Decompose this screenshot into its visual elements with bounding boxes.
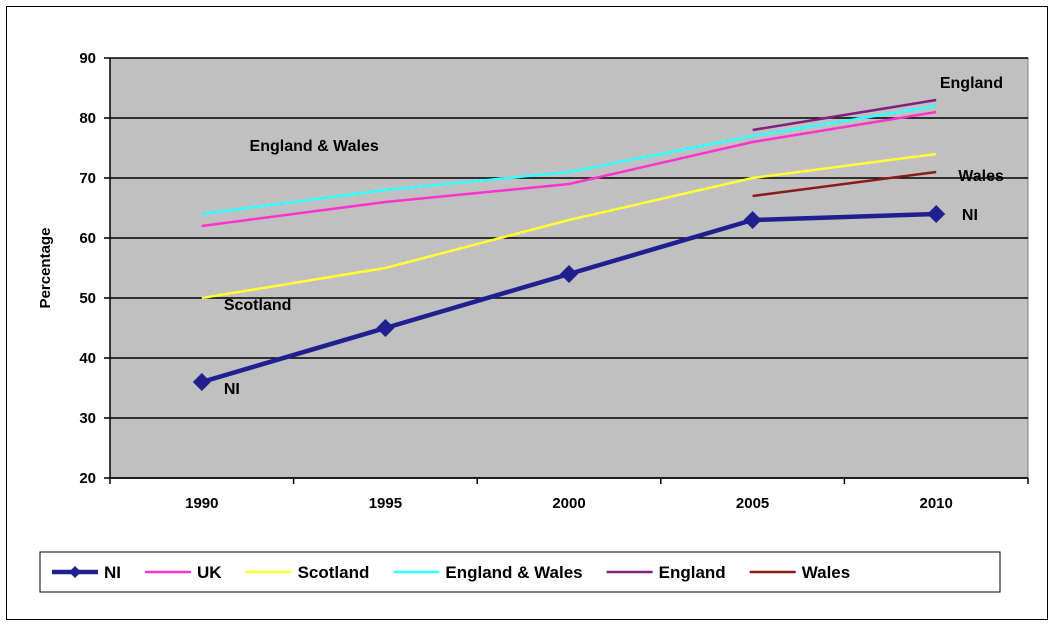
y-axis-label: Percentage (37, 228, 54, 309)
x-tick-label: 2000 (552, 495, 585, 512)
x-tick-label: 2010 (920, 495, 953, 512)
y-tick-label: 50 (79, 290, 96, 307)
legend-label-england: England (659, 563, 726, 582)
legend-label-uk: UK (197, 563, 222, 582)
legend-label-scotland: Scotland (298, 563, 370, 582)
annotation-label: NI (962, 207, 978, 224)
y-tick-label: 20 (79, 470, 96, 487)
annotation-label: England & Wales (250, 138, 379, 155)
x-tick-label: 1990 (185, 495, 218, 512)
legend-label-ni: NI (104, 563, 121, 582)
y-tick-label: 60 (79, 230, 96, 247)
x-tick-label: 2005 (736, 495, 769, 512)
legend-label-wales: Wales (802, 563, 851, 582)
y-tick-label: 70 (79, 170, 96, 187)
annotation-label: Scotland (224, 297, 292, 314)
y-tick-label: 40 (79, 350, 96, 367)
x-tick-label: 1995 (369, 495, 402, 512)
annotation-label: NI (224, 381, 240, 398)
legend-label-england-wales: England & Wales (445, 563, 582, 582)
annotation-label: Wales (958, 168, 1004, 185)
y-tick-label: 90 (79, 50, 96, 67)
y-tick-label: 30 (79, 410, 96, 427)
y-tick-label: 80 (79, 110, 96, 127)
annotation-label: England (940, 75, 1003, 92)
